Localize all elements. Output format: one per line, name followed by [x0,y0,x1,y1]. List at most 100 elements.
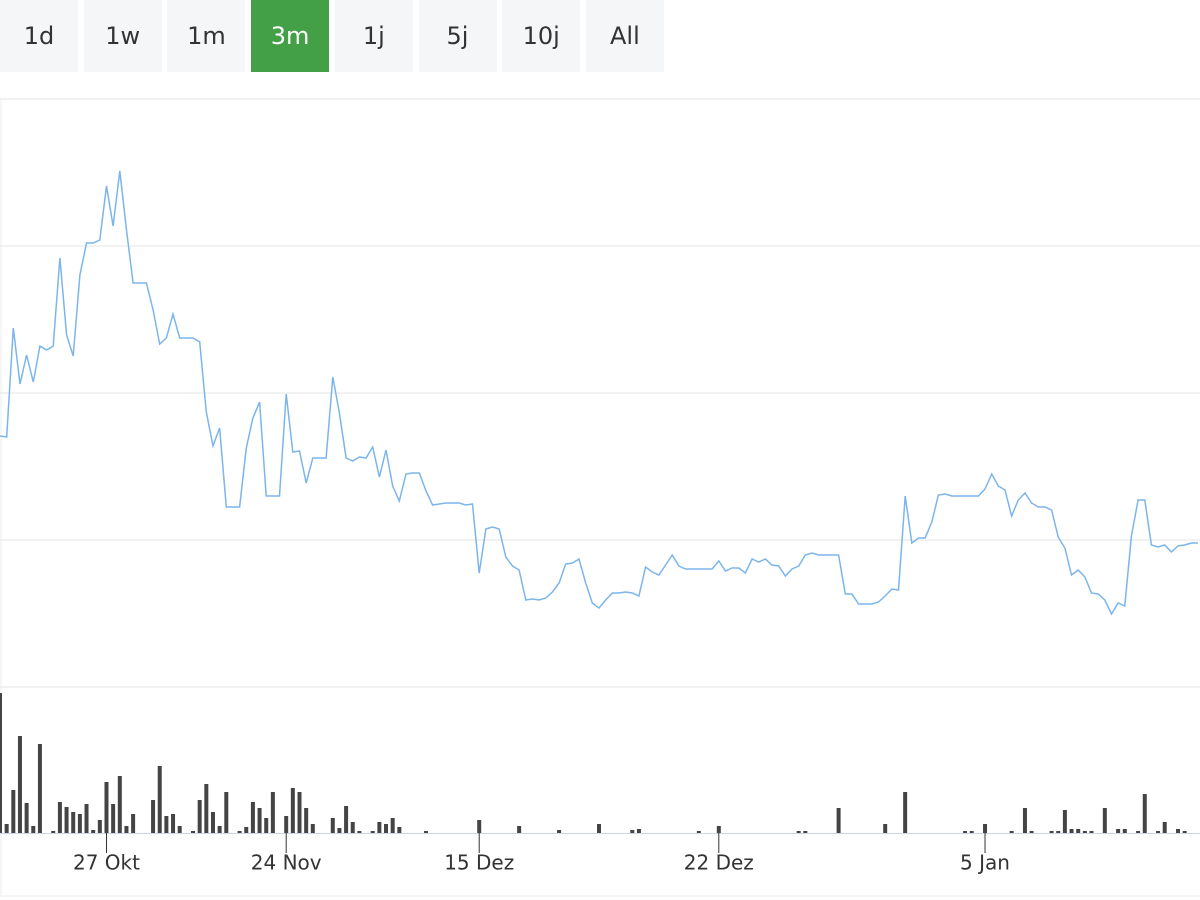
volume-bar [104,782,109,833]
range-button[interactable]: All [585,0,664,72]
volume-bar [250,802,255,833]
volume-bar [304,808,309,833]
volume-bar [1176,829,1181,833]
volume-bar [117,776,122,833]
volume-bar [1089,831,1094,833]
volume-bar [557,830,562,833]
x-tick-label: 22 Dez [684,851,754,875]
range-button[interactable]: 1m [167,0,246,72]
volume-bar [31,826,36,833]
volume-bar [264,818,269,833]
volume-bar [270,792,275,833]
volume-bar [1162,822,1167,833]
volume-bar [1082,831,1087,833]
volume-bar [1029,831,1034,833]
volume-bar [310,824,315,833]
volume-bar [24,803,29,833]
range-button[interactable]: 1w [83,0,162,72]
volume-bar [297,792,302,833]
volume-bar [716,826,721,833]
volume-bar [4,824,9,833]
volume-bar [983,824,988,833]
volume-bar [290,788,295,833]
volume-bar [97,820,102,833]
volume-bar [84,804,89,833]
volume-bar [903,792,908,833]
volume-bar [71,812,76,833]
volume-bar [244,827,249,833]
volume-bar [284,816,289,833]
volume-bar [197,800,202,833]
volume-bar [357,831,362,833]
volume-bar [224,792,229,833]
volume-bar [803,831,808,833]
range-button[interactable]: 10j [502,0,581,72]
volume-bar [883,824,888,833]
volume-bar [597,824,601,833]
volume-bar [1022,808,1027,833]
range-button[interactable]: 1d [0,0,78,72]
volume-bar [1009,831,1014,833]
volume-bar [177,826,182,833]
volume-bar [124,826,129,833]
volume-bar [157,766,162,833]
volume-bar [1122,829,1127,833]
volume-bar [350,822,355,833]
volume-bar [477,820,482,833]
volume-bar [171,814,176,833]
volume-bar [51,831,56,833]
volume-bar [0,693,2,833]
range-button[interactable]: 1j [334,0,413,72]
volume-bar [337,828,342,833]
range-button[interactable]: 5j [418,0,497,72]
volume-bar [384,824,389,833]
volume-bar [1142,794,1147,833]
volume-bar [696,831,701,833]
volume-bar [1056,831,1061,833]
volume-bar [390,818,395,833]
volume-bar [1102,808,1107,833]
volume-bar [796,831,801,833]
volume-bar [164,816,169,833]
volume-bar [397,827,402,833]
volume-bar [91,830,96,833]
volume-bar [191,831,196,833]
volume-bar [57,802,62,833]
volume-bar [377,822,382,833]
x-tick-label: 27 Okt [73,851,140,875]
volume-bar [344,806,349,833]
volume-bar [237,831,242,833]
volume-bar [330,818,335,833]
volume-bar [210,812,215,833]
volume-bar [77,814,82,833]
volume-bar [1182,831,1187,833]
price-line [0,170,1198,616]
volume-bar [111,804,116,833]
volume-bar [37,744,42,833]
x-tick-label: 5 Jan [960,851,1010,875]
volume-bar [204,784,209,833]
volume-bar [423,831,428,833]
volume-bar [1116,829,1121,833]
volume-bar [11,790,16,833]
volume-bar [636,829,641,833]
volume-bar [131,814,136,833]
range-button[interactable]: 3m [251,0,330,72]
volume-bar [370,831,375,833]
volume-bar [1049,831,1054,833]
volume-bar [257,808,262,833]
volume-bar [217,826,222,833]
volume-bar [64,807,69,833]
volume-bar [836,808,841,833]
volume-bar [630,830,635,833]
volume-bar [969,831,974,833]
volume-bar [1069,829,1074,833]
volume-bar [963,831,968,833]
x-tick-label: 15 Dez [444,851,514,875]
volume-bar [1156,831,1161,833]
x-tick-label: 24 Nov [251,851,322,875]
volume-bar [17,736,22,833]
volume-bar [517,826,522,833]
